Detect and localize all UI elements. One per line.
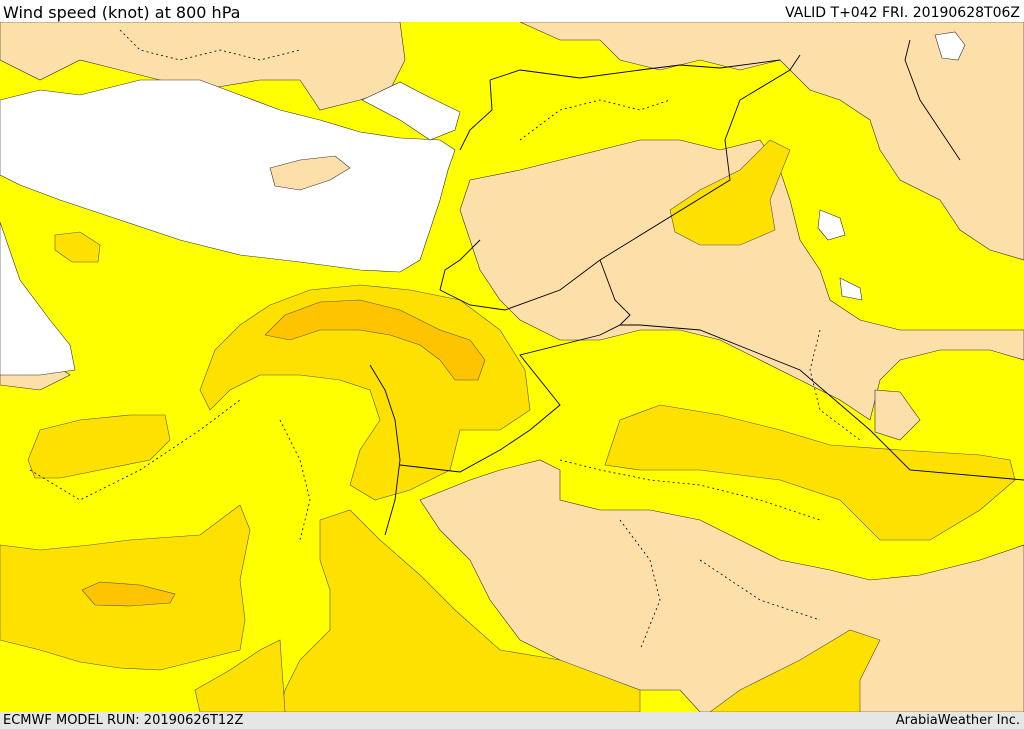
- field-moderate: [0, 139, 1016, 712]
- wind-speed-map[interactable]: [0, 22, 1024, 712]
- map-canvas: [0, 22, 1024, 712]
- admin-borders: [29, 29, 861, 651]
- credit: ArabiaWeather Inc.: [895, 713, 1020, 728]
- footer-bar: ECMWF MODEL RUN: 20190626T12Z ArabiaWeat…: [0, 712, 1024, 729]
- map-title: Wind speed (knot) at 800 hPa: [3, 3, 241, 22]
- header-bar: Wind speed (knot) at 800 hPa VALID T+042…: [0, 0, 1024, 22]
- field-strong: [81, 299, 486, 607]
- model-run: ECMWF MODEL RUN: 20190626T12Z: [3, 713, 244, 728]
- field-sea: [0, 31, 966, 376]
- valid-time: VALID T+042 FRI. 20190628T06Z: [785, 5, 1020, 21]
- country-borders: [369, 39, 1024, 536]
